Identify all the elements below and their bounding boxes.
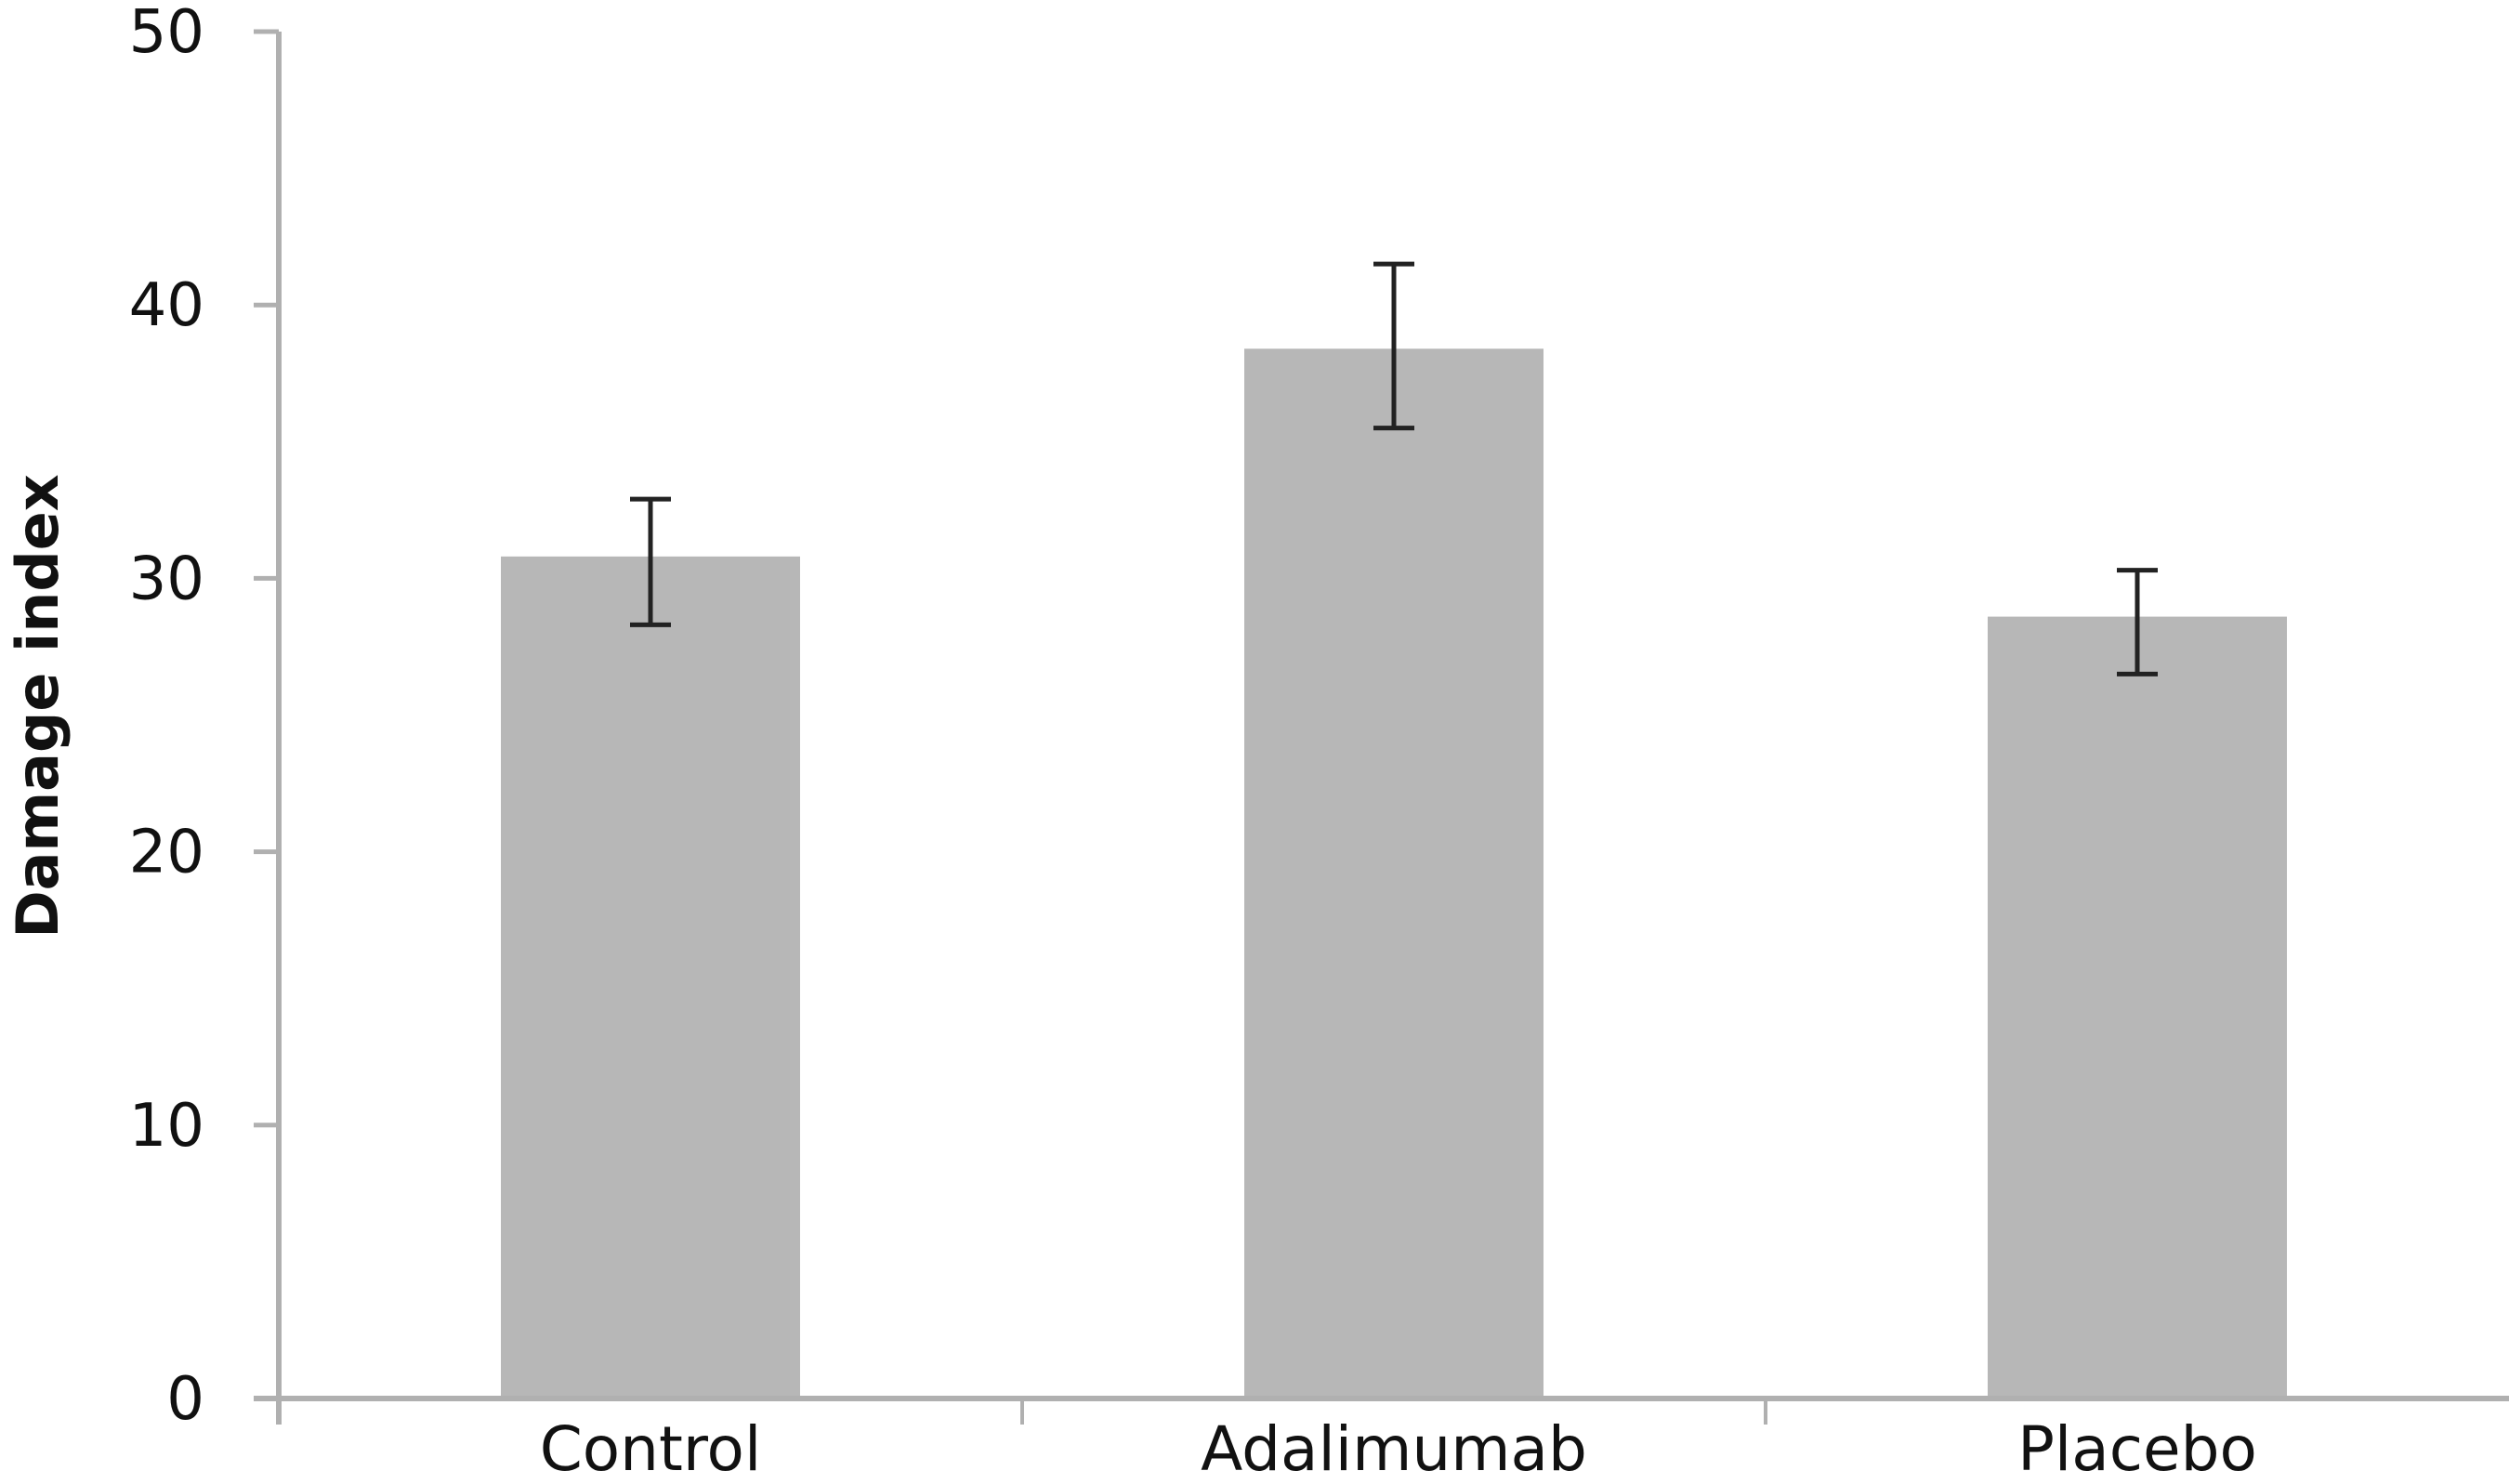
x-tick-label: Placebo [2017, 1413, 2257, 1484]
bar-adalimumab [1244, 348, 1543, 1399]
x-tick-label: Adalimumab [1201, 1413, 1587, 1484]
y-tick-label: 50 [129, 0, 204, 67]
y-tick-label: 40 [129, 271, 204, 340]
x-tick-label: Control [540, 1413, 762, 1484]
bar-control [501, 556, 800, 1399]
y-tick-label: 0 [166, 1365, 204, 1434]
y-tick-label: 10 [129, 1092, 204, 1161]
y-axis-label: Damage index [4, 474, 72, 939]
y-tick-label: 30 [129, 545, 204, 613]
y-tick-label: 20 [129, 819, 204, 887]
bar-placebo [1988, 616, 2287, 1399]
